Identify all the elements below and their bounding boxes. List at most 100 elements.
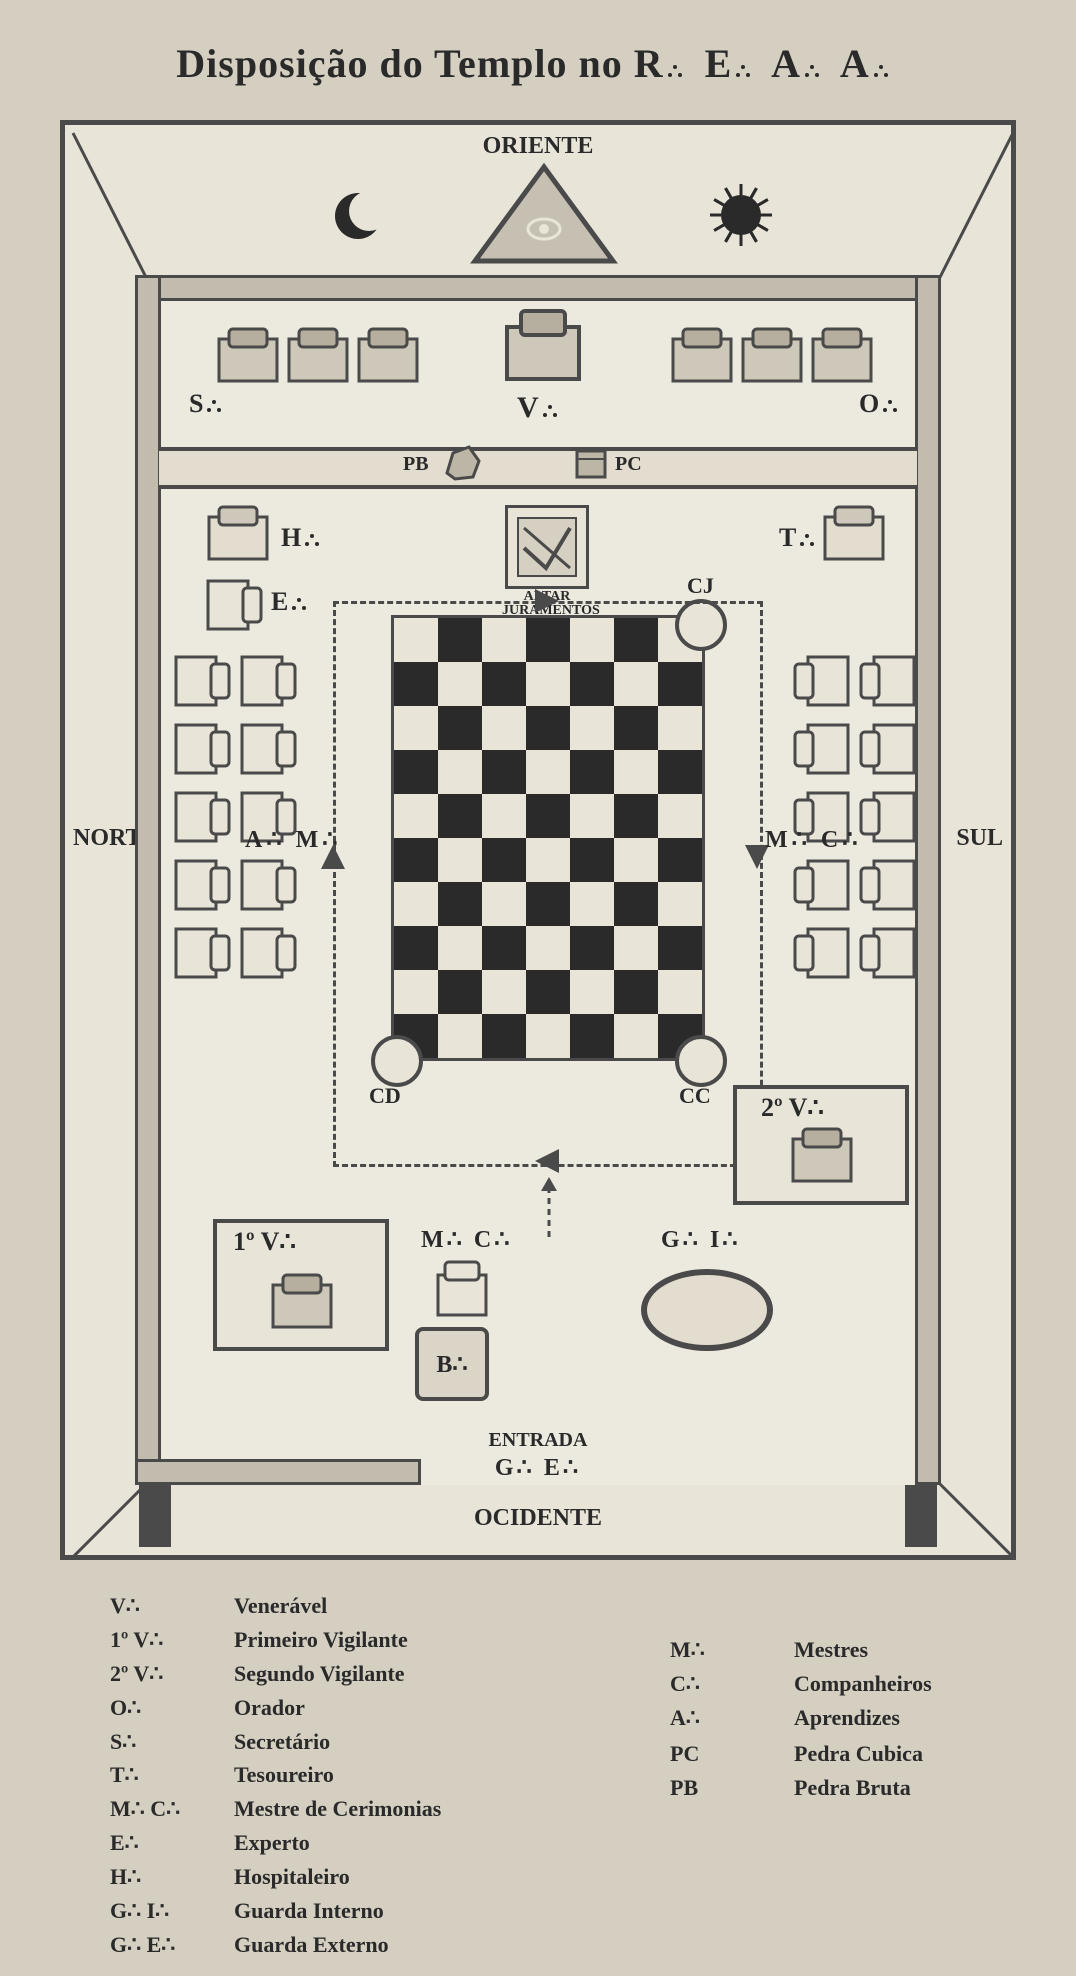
legend-value: Pedra Cubica bbox=[794, 1738, 946, 1772]
mosaic-square bbox=[482, 926, 526, 970]
mosaic-square bbox=[526, 882, 570, 926]
legend-left-table: V∴Venerável1º V∴Primeiro Vigilante2º V∴S… bbox=[110, 1590, 455, 1963]
seat-e bbox=[204, 578, 264, 632]
legend-key: C∴ bbox=[670, 1668, 794, 1702]
mosaic-square bbox=[438, 970, 482, 1014]
seat-t bbox=[821, 503, 887, 563]
triple-dot-icon bbox=[666, 61, 686, 77]
column-b: B∴ bbox=[415, 1327, 489, 1401]
mosaic-square bbox=[526, 706, 570, 750]
mosaic-square bbox=[614, 662, 658, 706]
bench-seat bbox=[858, 858, 918, 912]
mosaic-square bbox=[526, 794, 570, 838]
label-t: T bbox=[779, 523, 796, 552]
bench-seat bbox=[858, 926, 918, 980]
mosaic-square bbox=[570, 970, 614, 1014]
mosaic-square bbox=[658, 882, 702, 926]
arrow-icon bbox=[535, 1149, 559, 1173]
label-gi-west: G∴ I∴ bbox=[661, 1225, 741, 1254]
triple-dot-icon bbox=[541, 401, 561, 417]
page: Disposição do Templo no R E A A ORIENTE … bbox=[0, 0, 1076, 1976]
mosaic-square bbox=[658, 970, 702, 1014]
mosaic-square bbox=[438, 926, 482, 970]
mosaic-square bbox=[570, 926, 614, 970]
triple-dot-icon bbox=[734, 61, 754, 77]
legend-key: PC bbox=[670, 1738, 794, 1772]
label-pc: PC bbox=[615, 453, 642, 476]
mosaic-square bbox=[526, 970, 570, 1014]
bench-seat bbox=[238, 722, 298, 776]
label-b: B∴ bbox=[436, 1350, 467, 1379]
mosaic-square bbox=[570, 706, 614, 750]
bench-seat bbox=[858, 654, 918, 708]
mosaic-square bbox=[394, 750, 438, 794]
throne-generic bbox=[669, 325, 735, 385]
bench-seat bbox=[238, 654, 298, 708]
bench-seat bbox=[172, 790, 232, 844]
throne-generic bbox=[285, 325, 351, 385]
label-entrance: ENTRADA bbox=[65, 1429, 1011, 1452]
mosaic-square bbox=[614, 750, 658, 794]
mosaic-square bbox=[614, 794, 658, 838]
label-west: OCIDENTE bbox=[65, 1505, 1011, 1532]
seat-h bbox=[205, 503, 271, 563]
mosaic-floor bbox=[391, 615, 705, 1061]
mosaic-square bbox=[526, 750, 570, 794]
legend-key: O∴ bbox=[110, 1692, 234, 1726]
label-e: E bbox=[271, 587, 288, 616]
mosaic-square bbox=[482, 750, 526, 794]
mosaic-square bbox=[438, 618, 482, 662]
title-letter: R bbox=[634, 41, 664, 86]
label-2v: 2º V∴ bbox=[761, 1093, 824, 1123]
legend-key: S∴ bbox=[110, 1726, 234, 1760]
mosaic-square bbox=[394, 970, 438, 1014]
mosaic-square bbox=[482, 662, 526, 706]
triple-dot-icon bbox=[803, 61, 823, 77]
bench-seat bbox=[858, 722, 918, 776]
mosaic-square bbox=[614, 882, 658, 926]
mosaic-square bbox=[526, 618, 570, 662]
mosaic-square bbox=[482, 882, 526, 926]
mosaic-square bbox=[658, 706, 702, 750]
mosaic-square bbox=[614, 926, 658, 970]
bench-seat bbox=[792, 722, 852, 776]
outer-frame: ORIENTE NORTE SUL bbox=[60, 120, 1016, 1560]
bench-seat bbox=[172, 926, 232, 980]
legend-value: Mestre de Cerimonias bbox=[234, 1793, 455, 1827]
triple-dot-icon bbox=[290, 594, 310, 610]
label-cj: CJ bbox=[687, 573, 714, 599]
triple-dot-icon bbox=[303, 530, 323, 546]
legend-key: E∴ bbox=[110, 1827, 234, 1861]
south-column-inner bbox=[795, 651, 849, 983]
legend-value: Segundo Vigilante bbox=[234, 1658, 455, 1692]
bench-seat bbox=[792, 926, 852, 980]
legend-value: Venerável bbox=[234, 1590, 455, 1624]
mosaic-square bbox=[614, 618, 658, 662]
mosaic-square bbox=[482, 706, 526, 750]
mosaic-square bbox=[614, 970, 658, 1014]
bench-seat bbox=[238, 926, 298, 980]
label-1v: 1º V∴ bbox=[233, 1227, 296, 1257]
mosaic-square bbox=[394, 706, 438, 750]
legend-value: Tesoureiro bbox=[234, 1759, 455, 1793]
altar-juramentos: ALTARJURAMENTOS bbox=[505, 505, 589, 589]
legend-value: Primeiro Vigilante bbox=[234, 1624, 455, 1658]
north-column-inner bbox=[241, 651, 295, 983]
temple-diagram: ORIENTE NORTE SUL bbox=[60, 120, 1016, 1560]
mosaic-square bbox=[614, 706, 658, 750]
north-column-outer bbox=[175, 651, 229, 983]
mosaic-square bbox=[394, 838, 438, 882]
title-letter: A bbox=[840, 41, 870, 86]
bench-seat bbox=[858, 790, 918, 844]
triple-dot-icon bbox=[205, 396, 225, 412]
mosaic-square bbox=[482, 1014, 526, 1058]
mosaic-square bbox=[526, 926, 570, 970]
mosaic-square bbox=[394, 882, 438, 926]
mosaic-square bbox=[394, 794, 438, 838]
label-mc-west: M∴ C∴ bbox=[421, 1225, 513, 1254]
throne-o bbox=[809, 325, 875, 385]
arrow-icon bbox=[535, 589, 559, 613]
legend-key: 1º V∴ bbox=[110, 1624, 234, 1658]
title-letter: A bbox=[771, 41, 801, 86]
legend-right-table: M∴MestresC∴CompanheirosA∴AprendizesPCPed… bbox=[670, 1634, 946, 1805]
